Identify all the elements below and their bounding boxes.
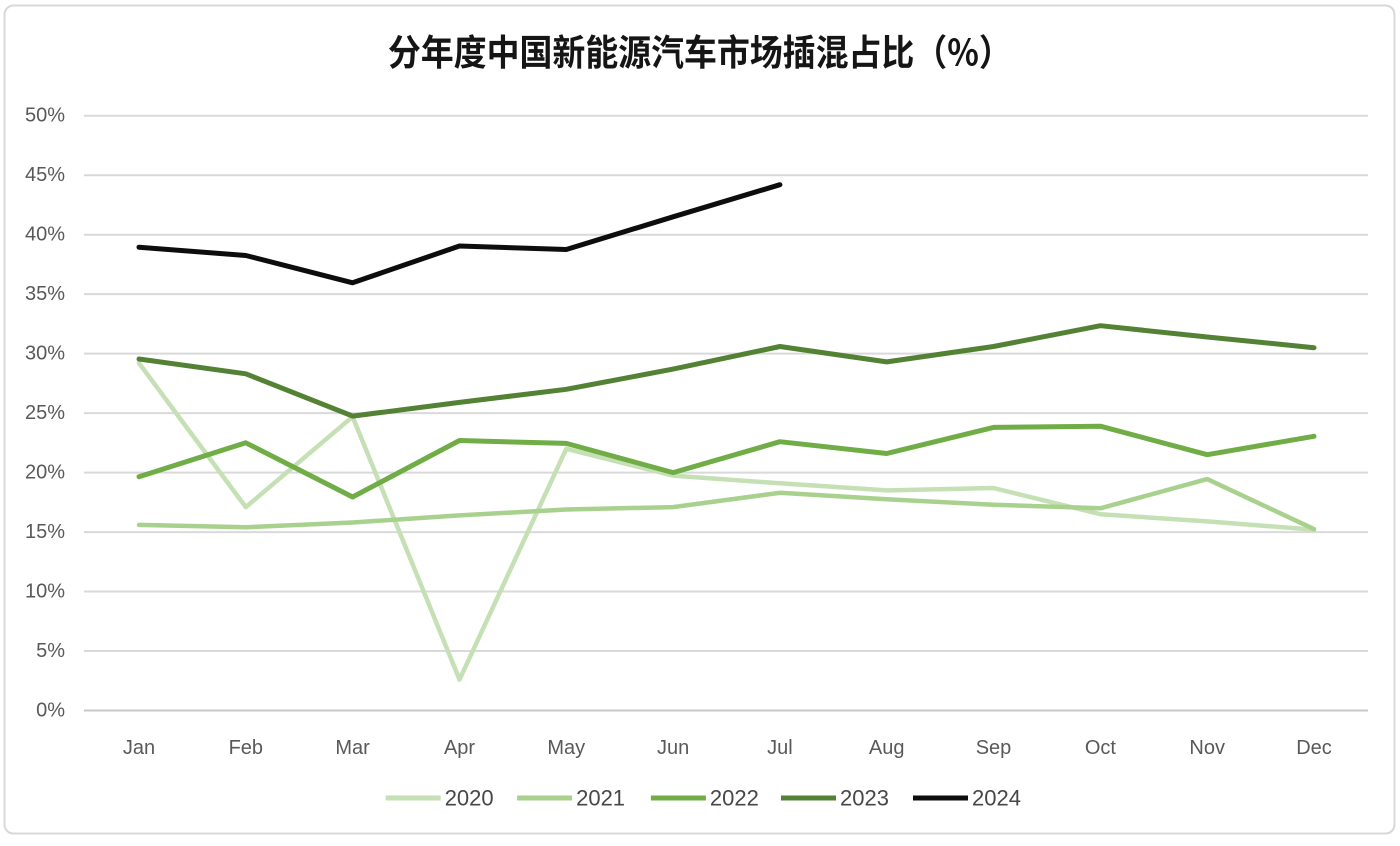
svg-text:2022: 2022 bbox=[710, 786, 759, 811]
svg-text:5%: 5% bbox=[36, 640, 65, 662]
svg-text:Oct: Oct bbox=[1085, 737, 1117, 759]
svg-text:Dec: Dec bbox=[1296, 737, 1332, 759]
svg-text:30%: 30% bbox=[25, 343, 65, 365]
svg-text:0%: 0% bbox=[36, 700, 65, 722]
svg-text:Apr: Apr bbox=[444, 737, 475, 759]
svg-text:35%: 35% bbox=[25, 283, 65, 305]
svg-text:Sep: Sep bbox=[976, 737, 1012, 759]
svg-text:Jun: Jun bbox=[657, 737, 689, 759]
svg-text:45%: 45% bbox=[25, 164, 65, 186]
svg-text:2024: 2024 bbox=[972, 786, 1021, 811]
svg-text:20%: 20% bbox=[25, 462, 65, 484]
svg-text:10%: 10% bbox=[25, 581, 65, 603]
svg-text:2021: 2021 bbox=[576, 786, 625, 811]
svg-text:Jan: Jan bbox=[123, 737, 155, 759]
svg-text:50%: 50% bbox=[25, 105, 65, 127]
svg-text:40%: 40% bbox=[25, 224, 65, 246]
svg-text:2023: 2023 bbox=[840, 786, 889, 811]
svg-text:Nov: Nov bbox=[1189, 737, 1225, 759]
svg-text:25%: 25% bbox=[25, 402, 65, 424]
svg-text:May: May bbox=[547, 737, 585, 759]
svg-text:Feb: Feb bbox=[229, 737, 263, 759]
svg-text:Aug: Aug bbox=[869, 737, 905, 759]
svg-text:Mar: Mar bbox=[335, 737, 370, 759]
svg-text:Jul: Jul bbox=[767, 737, 793, 759]
svg-text:2020: 2020 bbox=[445, 786, 494, 811]
svg-text:15%: 15% bbox=[25, 521, 65, 543]
